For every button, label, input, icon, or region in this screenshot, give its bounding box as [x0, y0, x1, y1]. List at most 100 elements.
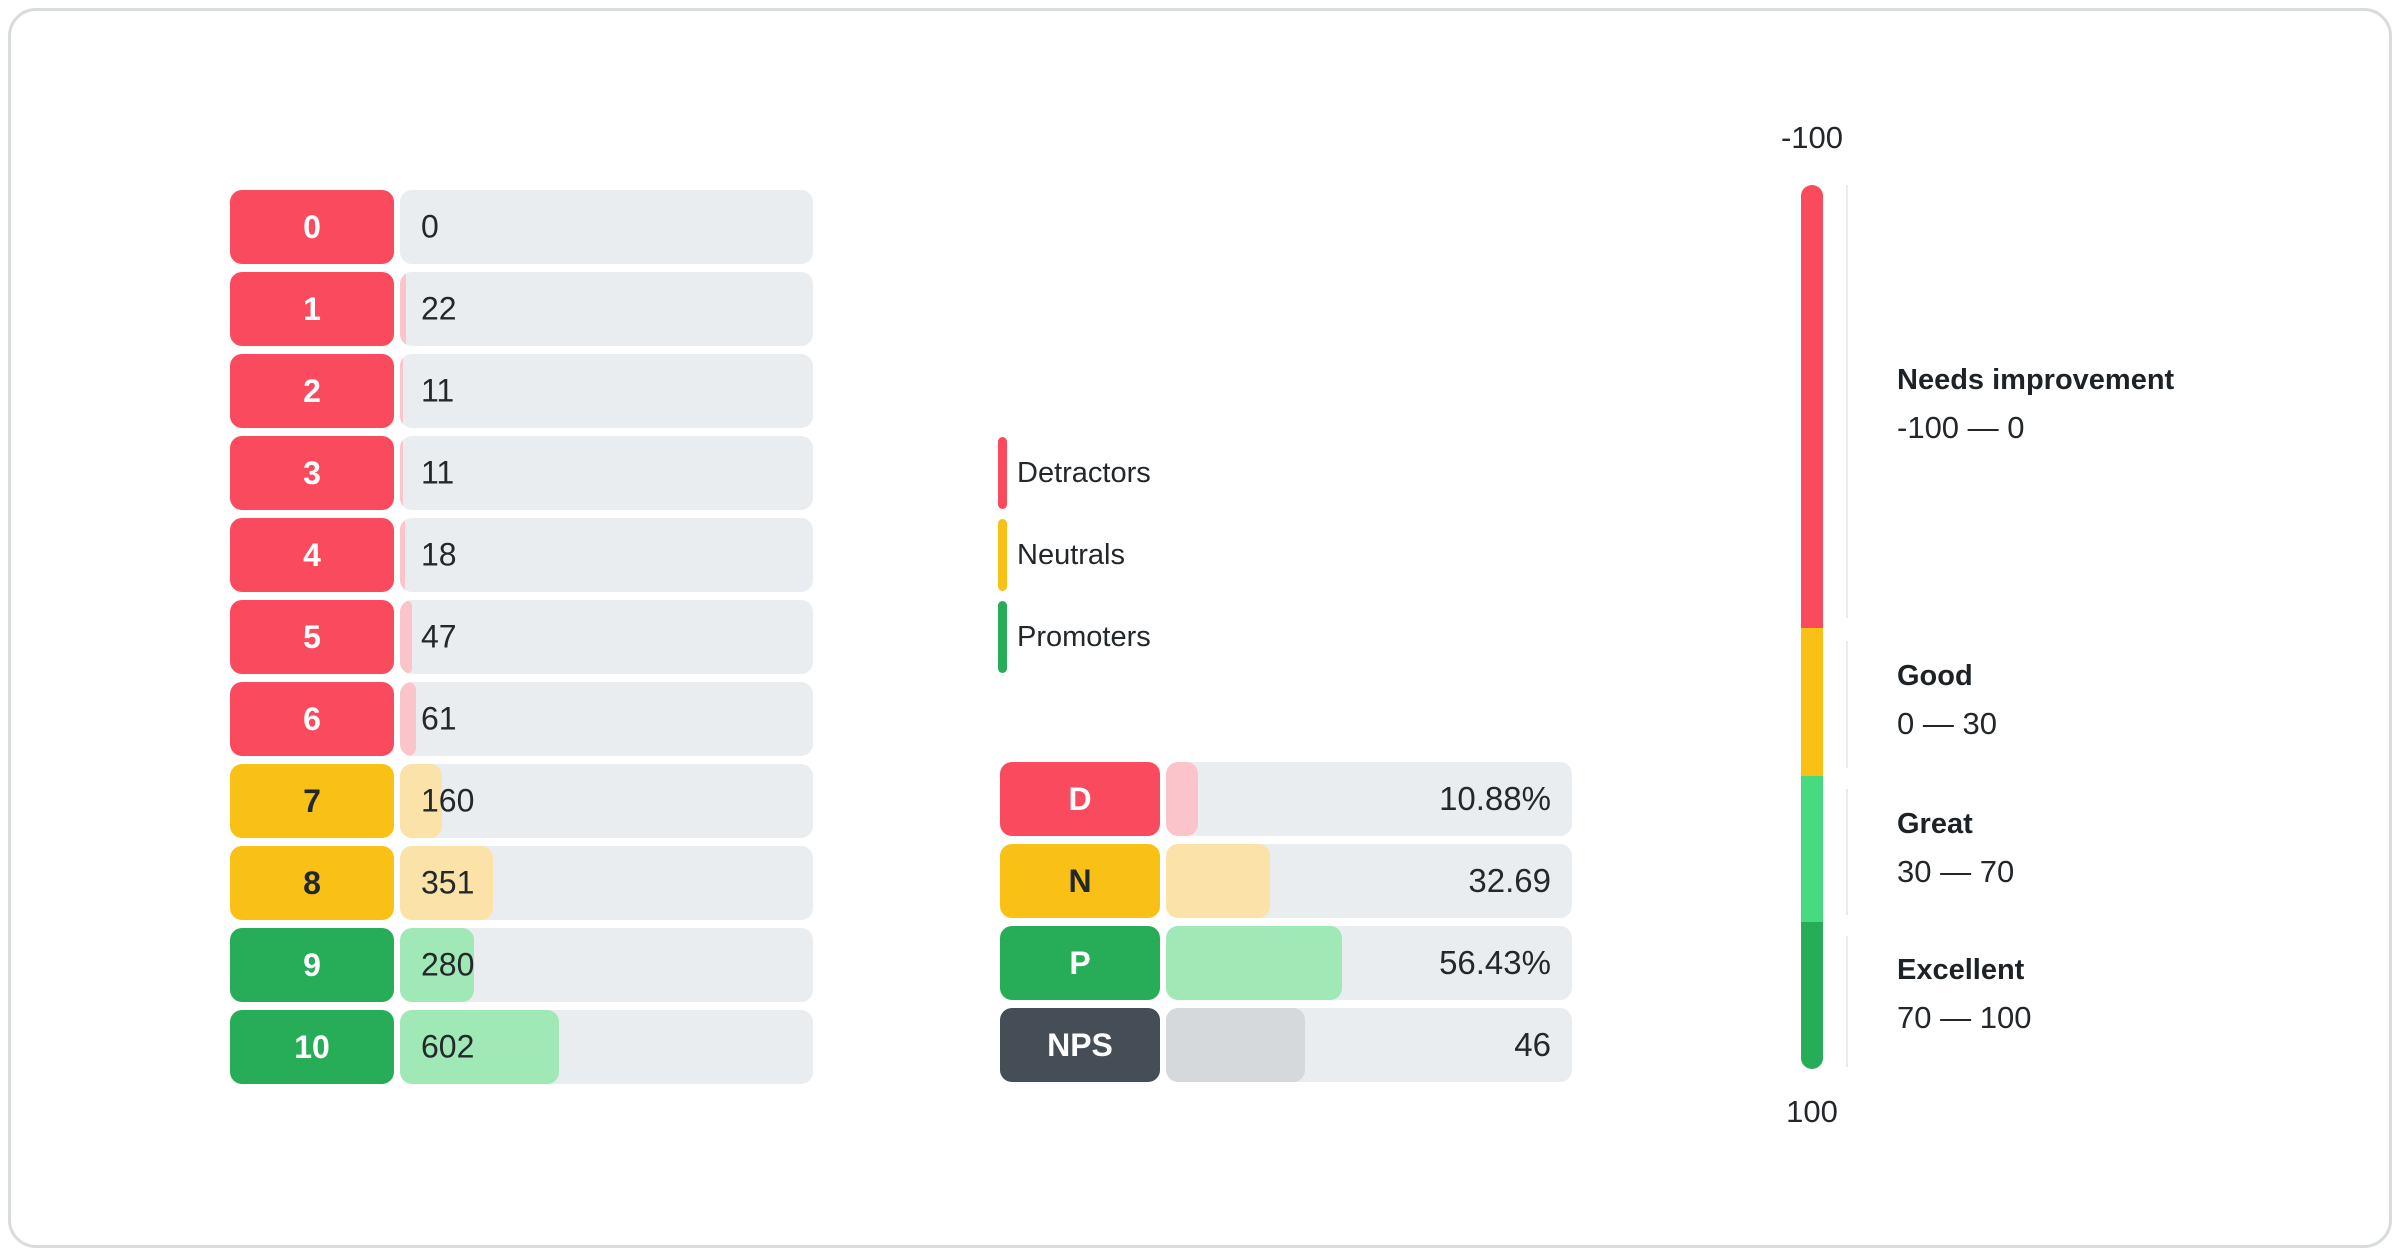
score-histogram: 0 0 1 22 2 11 3 11: [230, 190, 813, 1092]
bar-fill: [400, 846, 493, 920]
count-label: 602: [421, 1028, 475, 1065]
bar-fill: [400, 928, 474, 1002]
bar-track: 10.88%: [1166, 762, 1572, 836]
summary-chip: D: [1000, 762, 1160, 836]
bar-fill: [1166, 762, 1199, 836]
bar-track: 22: [400, 272, 813, 346]
score-chip: 7: [230, 764, 394, 838]
bar-fill: [400, 272, 406, 346]
gauge-zone-great: Great 30 — 70: [1897, 808, 2357, 890]
bar-track: 280: [400, 928, 813, 1002]
summary-row-promoters: P 56.43%: [1000, 926, 1572, 1000]
nps-summary: D 10.88% N 32.69 P 56.43% NPS 46: [1000, 762, 1572, 1090]
zone-range: 0 — 30: [1897, 706, 1997, 741]
bar-track: 46: [1166, 1008, 1572, 1082]
gauge-zone-good: Good 0 — 30: [1897, 660, 2357, 742]
legend-label: Promoters: [1017, 620, 1151, 653]
gauge-axis-line: [1846, 936, 1848, 1067]
legend-label: Neutrals: [1017, 538, 1125, 571]
legend: Detractors Neutrals Promoters: [998, 437, 1151, 683]
histogram-row: 3 11: [230, 436, 813, 510]
score-chip: 5: [230, 600, 394, 674]
promoters-swatch: [998, 601, 1007, 673]
bar-track: 32.69: [1166, 844, 1572, 918]
zone-range: 70 — 100: [1897, 1000, 2032, 1035]
zone-range: 30 — 70: [1897, 854, 2015, 889]
legend-label: Detractors: [1017, 456, 1151, 489]
value-label: 32.69: [1468, 862, 1551, 899]
histogram-row: 2 11: [230, 354, 813, 428]
count-label: 280: [421, 946, 475, 983]
legend-item-promoters: Promoters: [998, 601, 1151, 673]
bar-fill: [1166, 844, 1270, 918]
summary-row-neutrals: N 32.69: [1000, 844, 1572, 918]
value-label: 10.88%: [1439, 780, 1551, 817]
gauge-axis-line: [1846, 641, 1848, 768]
histogram-row: 5 47: [230, 600, 813, 674]
value-label: 56.43%: [1439, 944, 1551, 981]
gauge-axis-line: [1846, 789, 1848, 915]
histogram-row: 6 61: [230, 682, 813, 756]
value-label: 46: [1514, 1026, 1551, 1063]
bar-fill: [400, 436, 403, 510]
bar-fill: [400, 354, 403, 428]
bar-fill: [1166, 1008, 1305, 1082]
histogram-row: 4 18: [230, 518, 813, 592]
histogram-row: 10 602: [230, 1010, 813, 1084]
gauge-max-label: 100: [1786, 1094, 1838, 1129]
score-chip: 2: [230, 354, 394, 428]
gauge-zone-needs-improvement: Needs improvement -100 — 0: [1897, 364, 2357, 446]
bar-track: 11: [400, 436, 813, 510]
count-label: 0: [421, 208, 439, 245]
bar-track: 0: [400, 190, 813, 264]
gauge-zone-excellent: Excellent 70 — 100: [1897, 954, 2357, 1036]
zone-title: Needs improvement: [1897, 364, 2175, 396]
score-chip: 3: [230, 436, 394, 510]
zone-title: Great: [1897, 808, 1973, 840]
score-chip: 10: [230, 1010, 394, 1084]
histogram-row: 8 351: [230, 846, 813, 920]
score-chip: 4: [230, 518, 394, 592]
zone-title: Good: [1897, 660, 1973, 692]
legend-item-neutrals: Neutrals: [998, 519, 1151, 591]
histogram-row: 9 280: [230, 928, 813, 1002]
nps-gauge-bar: [1801, 185, 1823, 1069]
bar-fill: [400, 518, 405, 592]
summary-chip: P: [1000, 926, 1160, 1000]
gauge-segment-needs-improvement: [1801, 185, 1823, 628]
gauge-segment-good: [1801, 627, 1823, 776]
legend-item-detractors: Detractors: [998, 437, 1151, 509]
bar-track: 11: [400, 354, 813, 428]
zone-title: Excellent: [1897, 954, 2025, 986]
histogram-row: 0 0: [230, 190, 813, 264]
bar-fill: [400, 1010, 560, 1084]
gauge-segment-excellent: [1801, 922, 1823, 1069]
bar-track: 56.43%: [1166, 926, 1572, 1000]
count-label: 22: [421, 290, 457, 327]
score-chip: 1: [230, 272, 394, 346]
count-label: 18: [421, 536, 457, 573]
count-label: 11: [421, 372, 455, 409]
bar-fill: [400, 600, 413, 674]
histogram-row: 1 22: [230, 272, 813, 346]
zone-range: -100 — 0: [1897, 410, 2025, 445]
bar-track: 351: [400, 846, 813, 920]
count-label: 11: [421, 454, 455, 491]
bar-fill: [400, 764, 443, 838]
score-chip: 0: [230, 190, 394, 264]
score-chip: 9: [230, 928, 394, 1002]
count-label: 47: [421, 618, 457, 655]
detractors-swatch: [998, 437, 1007, 509]
bar-track: 160: [400, 764, 813, 838]
count-label: 351: [421, 864, 475, 901]
count-label: 160: [421, 782, 475, 819]
summary-row-detractors: D 10.88%: [1000, 762, 1572, 836]
bar-track: 602: [400, 1010, 813, 1084]
bar-track: 18: [400, 518, 813, 592]
bar-track: 61: [400, 682, 813, 756]
score-chip: 6: [230, 682, 394, 756]
neutrals-swatch: [998, 519, 1007, 591]
summary-chip: NPS: [1000, 1008, 1160, 1082]
gauge-segment-great: [1801, 775, 1823, 923]
